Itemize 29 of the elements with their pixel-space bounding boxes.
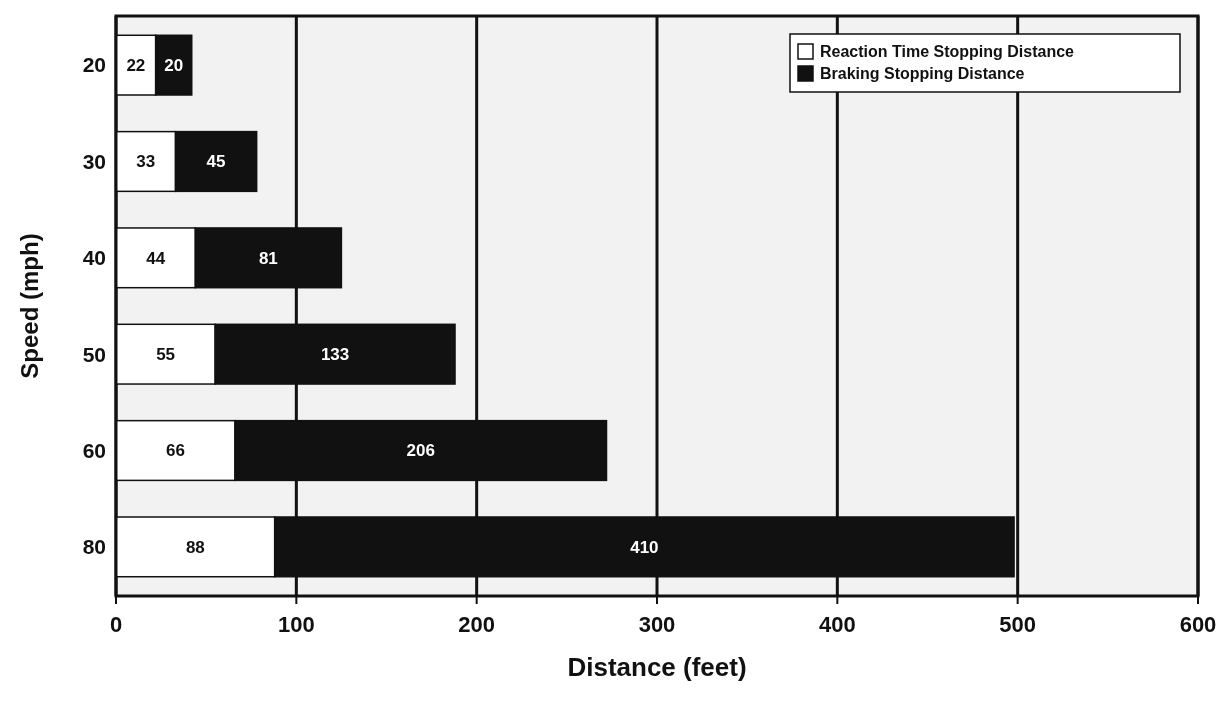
x-tick-label: 0 <box>109 612 123 637</box>
x-tick-label: 600 <box>1179 612 1217 637</box>
data-label: 410 <box>630 537 659 557</box>
data-label: 206 <box>406 441 435 461</box>
data-label: 22 <box>126 56 146 76</box>
legend-label: Braking Stopping Distance <box>820 65 1025 82</box>
y-tick-label: 60 <box>82 438 106 462</box>
data-label: 33 <box>136 152 156 172</box>
x-tick-label: 100 <box>277 612 315 637</box>
data-label: 133 <box>320 345 350 365</box>
x-tick-label: 200 <box>458 612 496 637</box>
y-tick-label: 80 <box>82 535 106 559</box>
x-axis-title: Distance (feet) <box>567 652 747 682</box>
data-label: 45 <box>206 152 226 172</box>
x-tick-label: 500 <box>999 612 1037 637</box>
y-tick-label: 20 <box>82 53 106 77</box>
data-label: 44 <box>146 248 166 268</box>
data-label: 20 <box>164 56 184 76</box>
x-tick-label: 400 <box>818 612 856 637</box>
data-label: 66 <box>166 441 185 461</box>
data-label: 81 <box>258 248 278 268</box>
legend-label: Reaction Time Stopping Distance <box>820 43 1075 60</box>
data-label: 88 <box>185 537 205 557</box>
x-tick-label: 300 <box>638 612 676 637</box>
y-tick-label: 30 <box>82 149 106 173</box>
y-axis-title: Speed (mph) <box>16 233 43 379</box>
y-tick-label: 50 <box>82 342 106 366</box>
y-tick-label: 40 <box>82 246 106 270</box>
data-label: 55 <box>156 345 176 365</box>
